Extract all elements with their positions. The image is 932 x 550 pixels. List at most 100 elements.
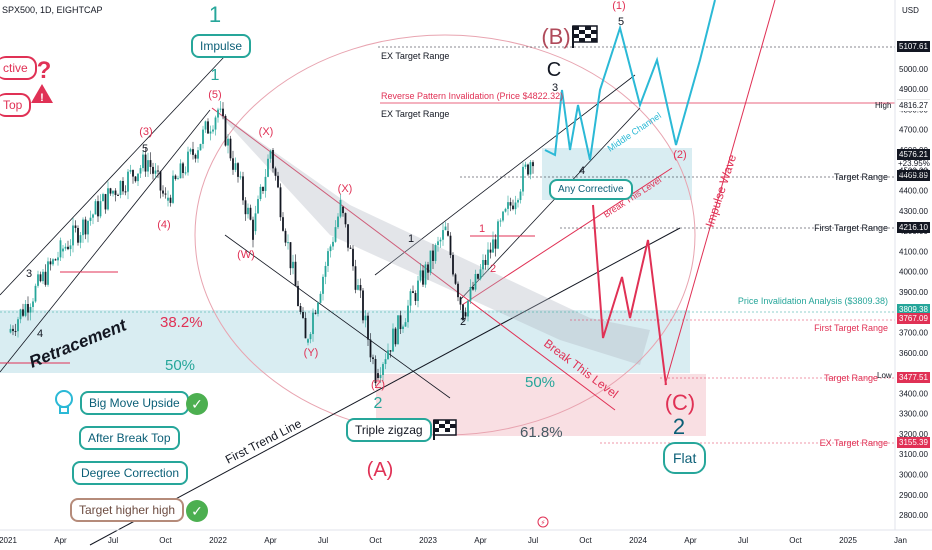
- price-tick-label: 3200.00: [899, 430, 928, 439]
- candle-body: [327, 251, 329, 266]
- candle-body: [174, 175, 177, 179]
- wave-label: (3): [139, 126, 152, 138]
- high-label: High: [875, 101, 892, 110]
- time-tick-label: Apr: [264, 536, 277, 545]
- candle-body: [302, 311, 304, 318]
- time-tick-label: 2025: [839, 536, 857, 545]
- candle-body: [459, 297, 462, 305]
- candle-body: [227, 138, 229, 146]
- first-trend-line: [89, 227, 681, 546]
- candle-body: [299, 306, 302, 312]
- candle-body: [409, 291, 412, 306]
- bearish-projection: [592, 204, 667, 386]
- price-badge: 4576.21: [897, 148, 930, 160]
- candle-body: [422, 270, 424, 285]
- candle-body: [127, 171, 129, 192]
- wave-label: C: [547, 59, 561, 81]
- candle-body: [134, 176, 137, 182]
- candle-body: [449, 235, 452, 256]
- range-label: Reverse Pattern Invalidation (Price $482…: [381, 91, 563, 101]
- price-tick-label: 3900.00: [899, 288, 928, 297]
- range-label: Target Range: [824, 373, 878, 383]
- candle-body: [412, 291, 414, 293]
- candle-body: [349, 247, 352, 249]
- price-badge: 5107.61: [897, 41, 930, 52]
- candle-body: [139, 168, 142, 174]
- impulse-wave-line: [664, 0, 776, 386]
- low-label: Low: [877, 371, 892, 380]
- candle-body: [199, 143, 202, 151]
- candle-body: [54, 259, 57, 261]
- candle-body: [324, 265, 327, 277]
- range-label: Price Invalidation Analysis ($3809.38): [738, 296, 888, 306]
- channel-lower-line: [0, 109, 211, 373]
- candle-body: [407, 305, 409, 323]
- candle-body: [22, 309, 24, 316]
- candle-body: [269, 150, 272, 159]
- candle-body: [192, 149, 194, 155]
- candle-body: [142, 154, 144, 169]
- candle-body: [69, 245, 72, 250]
- candle-body: [229, 138, 232, 159]
- candle-body: [154, 170, 157, 174]
- candle-body: [384, 359, 387, 365]
- price-tick-label: 2800.00: [899, 511, 928, 520]
- candle-body: [264, 176, 267, 191]
- price-badge: 3767.09: [897, 312, 930, 324]
- candle-body: [442, 230, 444, 240]
- candle-body: [147, 160, 149, 172]
- candle-body: [477, 274, 479, 279]
- candle-body: [522, 166, 524, 192]
- candle-body: [117, 194, 119, 196]
- impulse-tag: Impulse: [191, 34, 252, 58]
- candle-body: [329, 246, 332, 252]
- candle-body: [292, 261, 294, 269]
- triple-zigzag-tag: Triple zigzag: [346, 418, 432, 442]
- candle-body: [392, 328, 394, 352]
- candle-body: [104, 194, 107, 210]
- wave-label: 4: [579, 165, 585, 177]
- candle-body: [67, 246, 69, 250]
- candle-body: [249, 207, 252, 220]
- candle-body: [179, 163, 182, 179]
- candle-body: [144, 154, 147, 172]
- candle-body: [167, 197, 169, 201]
- price-badge: 4216.10: [897, 221, 930, 233]
- candle-body: [272, 149, 274, 169]
- finish-flag-icon: [433, 419, 457, 440]
- candle-body: [247, 207, 249, 215]
- candle-body: [432, 250, 434, 261]
- candle-body: [319, 293, 322, 303]
- candle-body: [72, 225, 74, 246]
- candle-body: [507, 202, 509, 209]
- candle-body: [519, 191, 522, 201]
- candle-body: [439, 239, 442, 242]
- candle-body: [482, 260, 484, 270]
- price-tick-label: 4900.00: [899, 85, 928, 94]
- lightning-icon[interactable]: [537, 516, 549, 528]
- candle-body: [457, 283, 459, 298]
- candle-body: [337, 216, 339, 228]
- candle-body: [367, 315, 369, 340]
- wave-label: 1: [408, 233, 414, 245]
- time-tick-label: Jan: [894, 536, 907, 545]
- candle-body: [109, 188, 112, 194]
- candle-body: [472, 287, 474, 290]
- wave-label: (B): [541, 24, 570, 49]
- candle-body: [189, 149, 192, 152]
- time-tick-label: Apr: [54, 536, 67, 545]
- candle-body: [57, 257, 59, 261]
- candle-body: [444, 226, 447, 231]
- candle-body: [114, 190, 117, 195]
- candle-body: [99, 201, 102, 217]
- wave-label: 3: [26, 268, 32, 280]
- range-label: First Target Range: [814, 323, 888, 333]
- price-tick-label: 4300.00: [899, 207, 928, 216]
- price-badge: 4816.27: [897, 100, 930, 112]
- candle-body: [239, 176, 242, 178]
- candle-body: [377, 373, 379, 378]
- wave-label: 3: [552, 82, 558, 94]
- candle-body: [194, 154, 197, 159]
- candle-body: [434, 245, 437, 261]
